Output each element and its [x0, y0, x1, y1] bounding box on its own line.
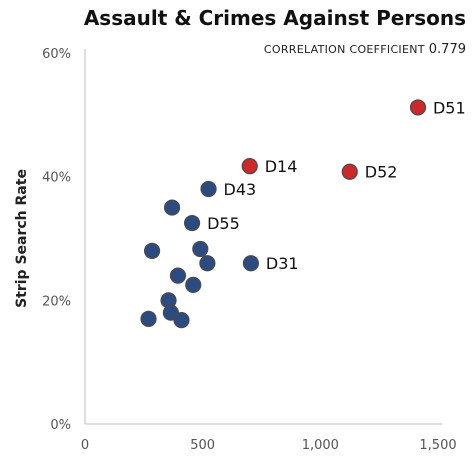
- data-point: [341, 163, 358, 180]
- correlation-label: CORRELATION COEFFICIENT: [263, 43, 425, 56]
- x-tick-label: 500: [190, 438, 215, 453]
- x-tick-label: 1,000: [302, 438, 339, 453]
- y-tick-label: 60%: [42, 47, 71, 62]
- point-label: D55: [207, 214, 240, 233]
- y-tick-label: 20%: [42, 294, 71, 309]
- data-point: [140, 310, 157, 327]
- data-point: [185, 276, 202, 293]
- data-point: [192, 240, 209, 258]
- point-label: D43: [224, 180, 257, 199]
- y-tick-label: 40%: [42, 171, 71, 186]
- data-point: [200, 180, 217, 198]
- x-tick-label: 1,500: [419, 438, 456, 453]
- point-label: D31: [266, 254, 299, 273]
- point-label: D51: [433, 98, 466, 117]
- data-point: [242, 255, 260, 272]
- x-tick-label: 0: [81, 438, 89, 453]
- data-point: [169, 267, 187, 284]
- y-axis-label: Strip Search Rate: [14, 169, 30, 308]
- chart-subtitle: CORRELATION COEFFICIENT 0.779: [264, 38, 466, 57]
- data-point: [143, 242, 161, 259]
- data-point: [163, 199, 181, 216]
- data-point: [409, 99, 427, 116]
- point-label: D14: [265, 157, 298, 176]
- data-point: [241, 158, 258, 175]
- chart-title: Assault & Crimes Against Persons: [83, 6, 466, 30]
- point-label: D52: [365, 163, 398, 182]
- data-point: [173, 312, 190, 329]
- correlation-value: 0.779: [428, 42, 466, 57]
- data-point: [183, 214, 201, 232]
- data-point: [199, 255, 216, 272]
- y-tick-label: 0%: [50, 418, 71, 433]
